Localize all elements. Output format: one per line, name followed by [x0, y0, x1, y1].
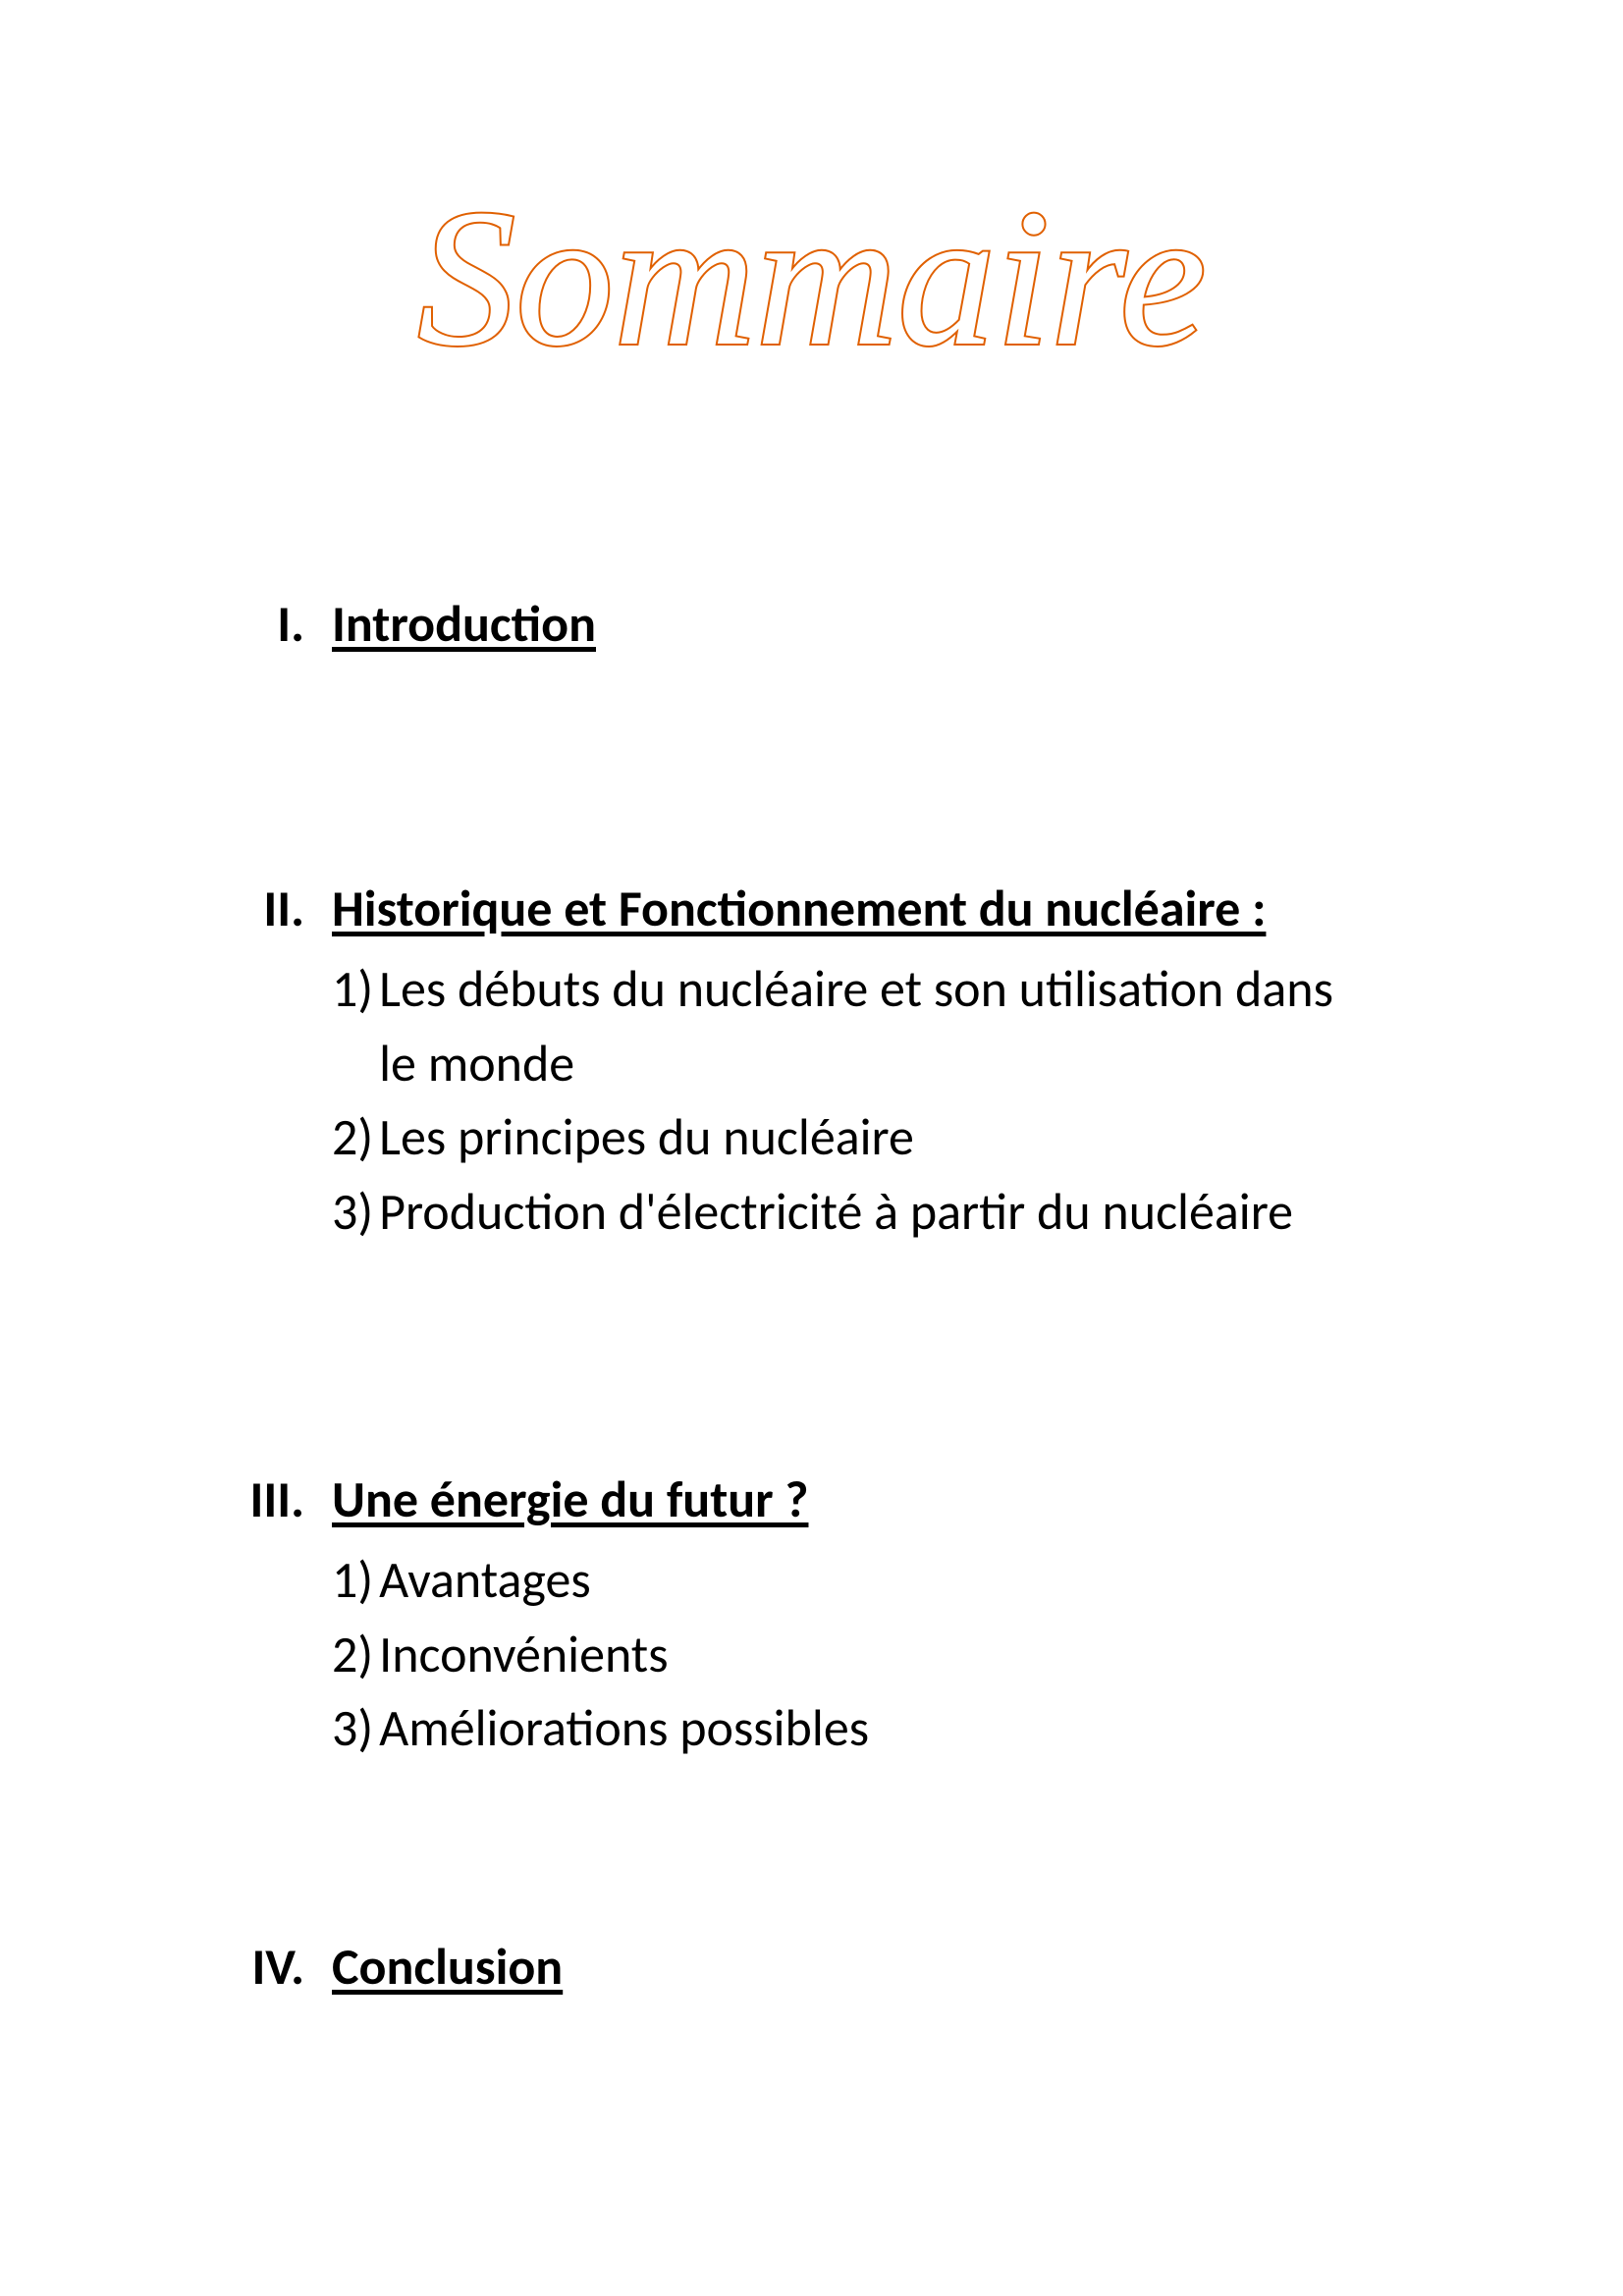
toc-subitem-text: Inconvénients: [379, 1618, 1375, 1691]
document-page: .wa-title { font-family: "Brush Script M…: [0, 0, 1623, 2296]
toc-subitem-number: 3): [332, 1175, 379, 1249]
toc-subitem-text: Améliorations possibles: [379, 1691, 1375, 1765]
page-title-text: Sommaire: [417, 170, 1207, 387]
toc-section-title: Une énergie du futur ?: [332, 1465, 808, 1533]
page-title: .wa-title { font-family: "Brush Script M…: [370, 157, 1254, 412]
toc-roman-numeral: II.: [196, 874, 332, 942]
toc-subitem-text: Les principes du nucléaire: [379, 1100, 1375, 1174]
toc-subitem: 3) Production d'électricité à partir du …: [332, 1175, 1375, 1249]
page-title-container: .wa-title { font-family: "Brush Script M…: [0, 157, 1623, 417]
toc-roman-numeral: I.: [196, 589, 332, 658]
toc-section-header: I. Introduction: [196, 589, 1375, 658]
toc-subitem: 1) Avantages: [332, 1543, 1375, 1617]
toc-roman-numeral: III.: [196, 1465, 332, 1533]
toc-subitem-number: 1): [332, 952, 379, 1100]
spacer: [196, 1317, 1375, 1465]
toc-subitems: 1) Avantages 2) Inconvénients 3) Amélior…: [332, 1543, 1375, 1765]
toc-subitem-number: 1): [332, 1543, 379, 1617]
toc-subitem: 2) Inconvénients: [332, 1618, 1375, 1691]
spacer: [196, 726, 1375, 874]
toc-section-header: III. Une énergie du futur ?: [196, 1465, 1375, 1533]
toc-subitem: 3) Améliorations possibles: [332, 1691, 1375, 1765]
toc-subitem-number: 2): [332, 1618, 379, 1691]
toc-subitem-number: 2): [332, 1100, 379, 1174]
toc-subitem: 1) Les débuts du nucléaire et son utilis…: [332, 952, 1375, 1100]
toc-subitem: 2) Les principes du nucléaire: [332, 1100, 1375, 1174]
toc-section-title: Historique et Fonctionnement du nucléair…: [332, 874, 1266, 942]
toc-subitem-text: Production d'électricité à partir du nuc…: [379, 1175, 1375, 1249]
toc-section: IV. Conclusion: [196, 1932, 1375, 2001]
table-of-contents: I. Introduction II. Historique et Foncti…: [196, 589, 1375, 2069]
toc-section-title: Conclusion: [332, 1932, 563, 2001]
spacer: [196, 1834, 1375, 1932]
toc-section-header: IV. Conclusion: [196, 1932, 1375, 2001]
toc-subitem-text: Avantages: [379, 1543, 1375, 1617]
toc-section: I. Introduction: [196, 589, 1375, 658]
toc-subitems: 1) Les débuts du nucléaire et son utilis…: [332, 952, 1375, 1249]
toc-subitem-number: 3): [332, 1691, 379, 1765]
toc-section-title: Introduction: [332, 589, 596, 658]
toc-section-header: II. Historique et Fonctionnement du nucl…: [196, 874, 1375, 942]
toc-roman-numeral: IV.: [196, 1932, 332, 2001]
toc-subitem-text: Les débuts du nucléaire et son utilisati…: [379, 952, 1375, 1100]
toc-section: III. Une énergie du futur ? 1) Avantages…: [196, 1465, 1375, 1765]
toc-section: II. Historique et Fonctionnement du nucl…: [196, 874, 1375, 1249]
